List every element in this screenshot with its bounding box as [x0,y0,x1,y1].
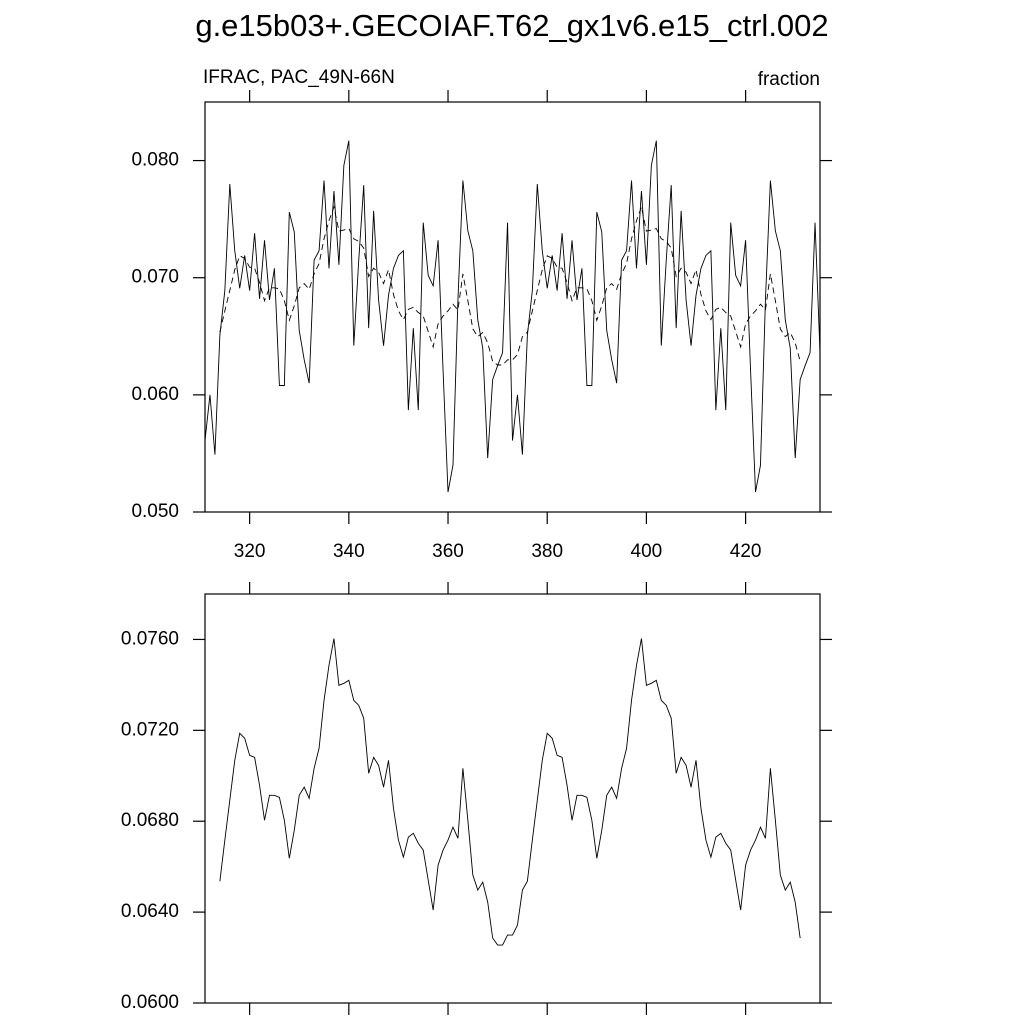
y-tick-label: 0.0760 [121,628,179,649]
y-tick-label: 0.0640 [121,901,179,922]
x-tick-label: 340 [333,541,365,562]
data-line [219,205,801,366]
y-tick-label: 0.050 [131,501,179,522]
y-tick-label: 0.0600 [121,992,179,1013]
plot-frame [204,593,821,1004]
y-tick-label: 0.060 [131,384,179,405]
x-tick-label: 400 [631,541,663,562]
y-tick-label: 0.0720 [121,719,179,740]
plot-frame [204,101,821,513]
chart-title: g.e15b03+.GECOIAF.T62_gx1v6.e15_ctrl.002 [195,8,828,43]
y-tick-label: 0.080 [131,150,179,171]
x-tick-label: 320 [234,541,266,562]
x-tick-label: 360 [432,541,464,562]
y-tick-label: 0.0680 [121,810,179,831]
data-line [219,638,801,946]
x-tick-label: 380 [531,541,563,562]
data-line [204,140,821,493]
right-label: fraction [758,69,820,90]
left-label: IFRAC, PAC_49N-66N [203,67,395,88]
y-tick-label: 0.070 [131,267,179,288]
x-tick-label: 420 [730,541,762,562]
